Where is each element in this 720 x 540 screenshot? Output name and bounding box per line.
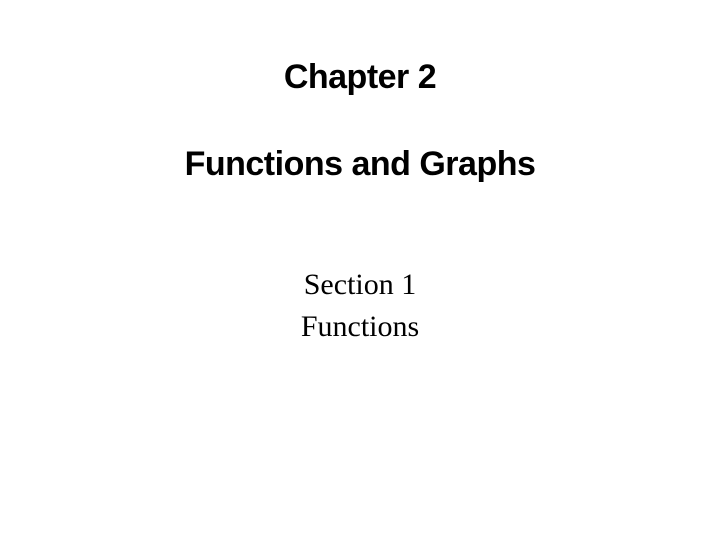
chapter-subtitle: Functions and Graphs	[0, 145, 720, 184]
chapter-title: Chapter 2	[0, 58, 720, 97]
slide-container: Chapter 2 Functions and Graphs Section 1…	[0, 0, 720, 540]
section-name: Functions	[0, 310, 720, 344]
section-label: Section 1	[0, 268, 720, 302]
